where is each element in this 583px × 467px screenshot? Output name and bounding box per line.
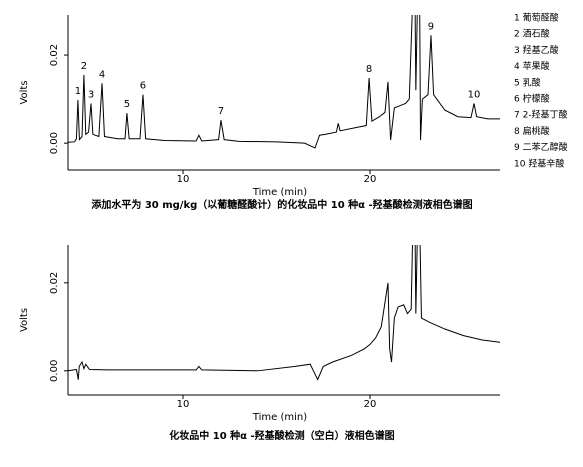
peak-label: 6 [140, 81, 146, 92]
peak-label: 5 [124, 99, 130, 110]
caption: 添加水平为 30 mg/kg（以葡糖醛酸计）的化妆品中 10 种α -羟基酸检测… [91, 198, 472, 211]
peak-label: 9 [428, 21, 434, 32]
peak-label: 7 [218, 106, 224, 117]
y-tick-label: 0.02 [49, 272, 60, 294]
x-tick-label: 10 [177, 399, 190, 410]
legend-entry: 3 羟基乙酸 [514, 44, 559, 56]
y-tick-label: 0.02 [49, 44, 60, 66]
legend-entry: 1 葡萄醛酸 [514, 12, 559, 24]
y-axis-label: Volts [19, 80, 30, 104]
y-tick-label: 0.00 [49, 132, 60, 154]
x-tick-label: 10 [177, 174, 190, 185]
peak-label: 10 [468, 90, 481, 101]
y-axis-label: Volts [19, 308, 30, 332]
peak-label: 4 [99, 69, 105, 80]
x-axis-label: Time (min) [252, 412, 307, 423]
x-axis-label: Time (min) [252, 187, 307, 198]
legend-entry: 4 苹果酸 [514, 60, 550, 72]
peak-label: 1 [75, 86, 81, 97]
peak-label: 2 [81, 61, 87, 72]
caption: 化妆品中 10 种α -羟基酸检测（空白）液相色谱图 [169, 429, 394, 442]
peak-label: 3 [88, 90, 94, 101]
trace [68, 245, 500, 381]
legend-entry: 9 二苯乙醇酸 [514, 141, 568, 153]
legend-entry: 5 乳酸 [514, 76, 541, 88]
x-tick-label: 20 [364, 399, 377, 410]
legend-entry: 6 柠檬酸 [514, 93, 550, 105]
y-tick-label: 0.00 [49, 360, 60, 382]
trace [68, 15, 500, 149]
legend-entry: 7 2-羟基丁酸 [514, 109, 568, 121]
peak-label: 8 [366, 64, 372, 75]
legend-entry: 8 扁桃酸 [514, 125, 550, 137]
legend-entry: 2 酒石酸 [514, 29, 550, 40]
legend-entry: 10 羟基辛酸 [514, 157, 564, 169]
x-tick-label: 20 [364, 174, 377, 185]
